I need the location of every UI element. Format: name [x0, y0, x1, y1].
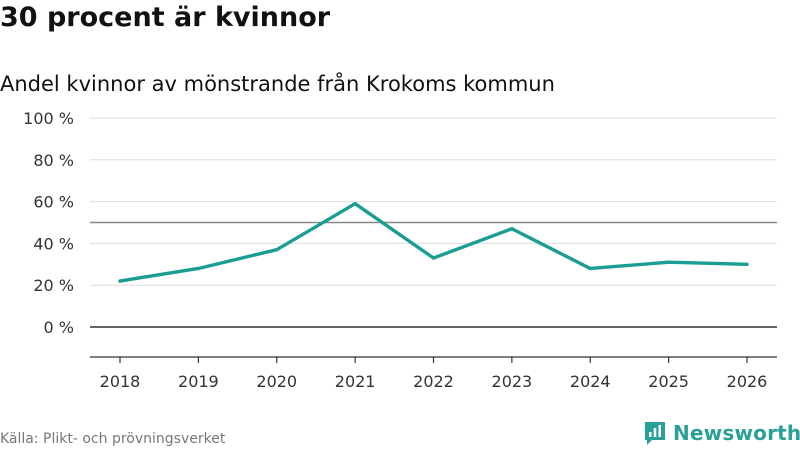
x-tick-label-2018: 2018 — [100, 372, 141, 391]
x-tick-label-2020: 2020 — [256, 372, 297, 391]
source-note: Källa: Plikt- och prövningsverket — [0, 431, 226, 447]
x-tick-label-2019: 2019 — [178, 372, 219, 391]
data-point-2022 — [431, 256, 436, 260]
data-point-2021 — [353, 201, 357, 206]
series-line-0 — [118, 201, 749, 283]
y-axis-ticks: 0 % 20 % 40 % 60 % 80 % 100 % — [23, 109, 74, 337]
y-tick-label-60: 60 % — [33, 193, 74, 212]
x-tick-label-2022: 2022 — [413, 372, 454, 391]
x-tick-label-2024: 2024 — [570, 372, 611, 391]
y-tick-label-80: 80 % — [33, 151, 74, 170]
data-point-2018 — [118, 279, 122, 283]
y-tick-label-0: 0 % — [44, 318, 74, 337]
series-lines — [118, 201, 749, 283]
x-tick-label-2026: 2026 — [727, 372, 768, 391]
data-point-2024 — [588, 266, 592, 271]
newsworthy-logo: Newsworthy — [643, 420, 800, 446]
data-point-2020 — [275, 247, 279, 252]
x-axis: 2018 2019 2020 2021 2022 2023 2024 2025 2026 — [90, 356, 777, 391]
data-point-2023 — [510, 227, 514, 231]
y-tick-label-100: 100 % — [23, 109, 74, 128]
chart-subtitle: Andel kvinnor av mönstrande från Krokoms… — [0, 72, 555, 96]
data-point-2019 — [196, 266, 201, 271]
x-tick-label-2023: 2023 — [492, 372, 533, 391]
y-tick-label-20: 20 % — [33, 276, 74, 295]
data-point-2025 — [666, 260, 671, 264]
y-tick-label-40: 40 % — [33, 234, 74, 253]
x-tick-label-2025: 2025 — [648, 372, 689, 391]
x-tick-label-2021: 2021 — [335, 372, 376, 391]
grid-lines — [90, 117, 777, 328]
newsworthy-logo-icon — [645, 422, 665, 445]
chart-title: 30 procent är kvinnor — [0, 2, 331, 33]
data-point-2026 — [745, 262, 749, 266]
newsworthy-logo-text: Newsworthy — [673, 421, 800, 445]
